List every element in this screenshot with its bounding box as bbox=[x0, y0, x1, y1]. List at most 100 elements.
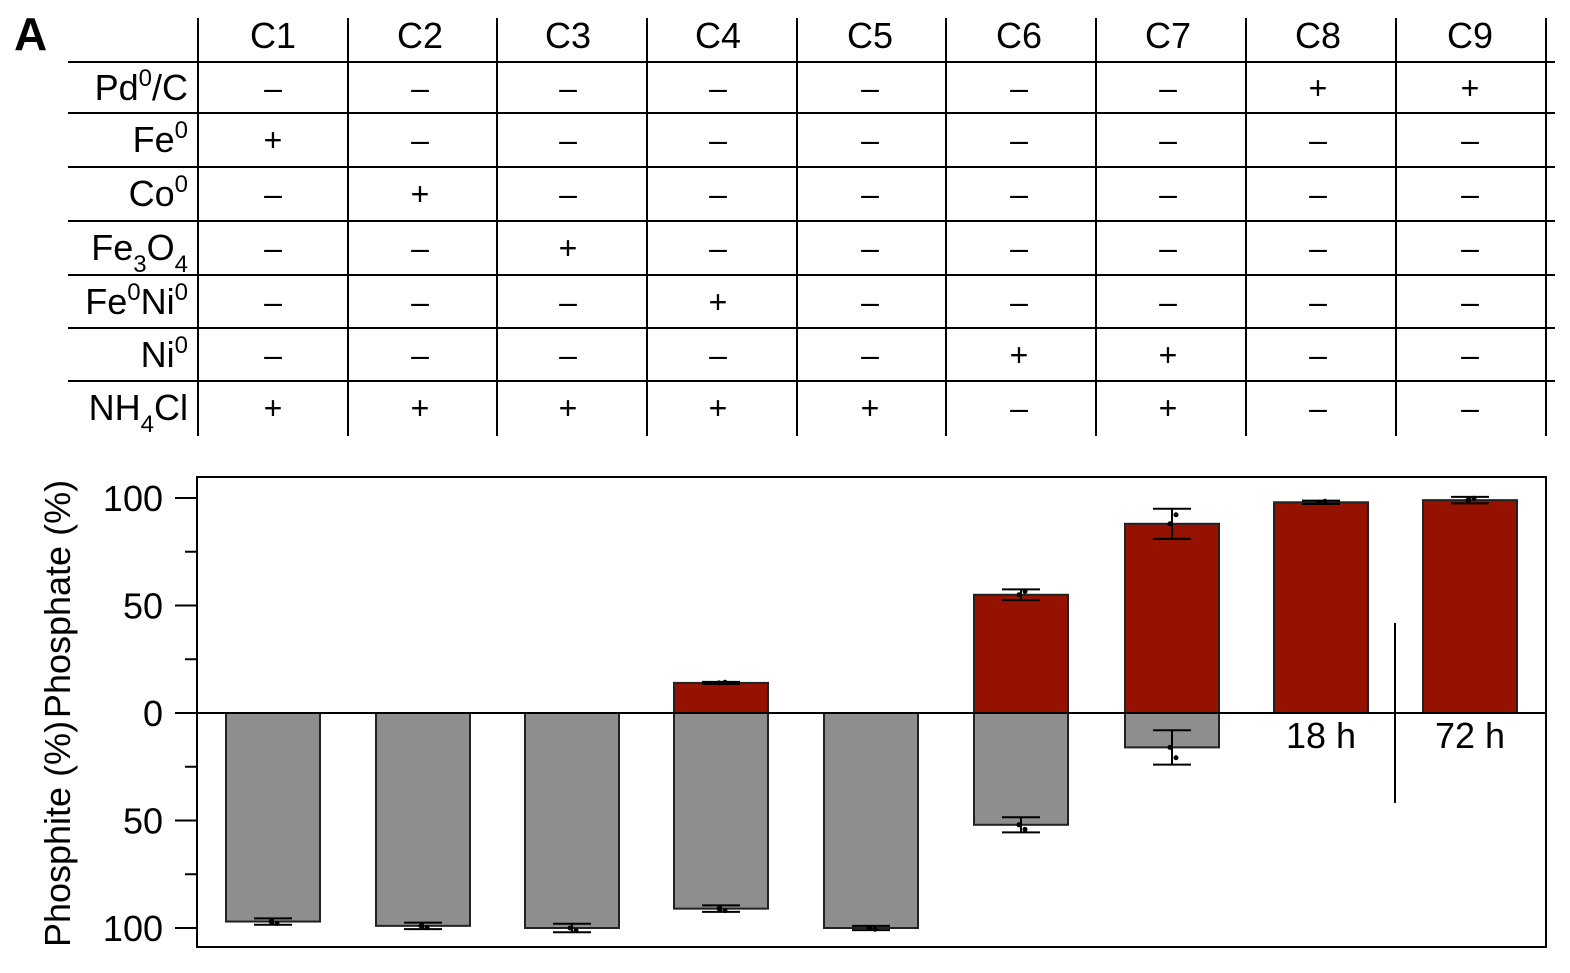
cell-plus: + bbox=[709, 390, 728, 426]
cell-minus: – bbox=[1010, 284, 1028, 320]
cell-plus: + bbox=[559, 390, 578, 426]
cell-minus: – bbox=[1010, 70, 1028, 106]
cell-minus: – bbox=[1159, 176, 1177, 212]
cell-plus: + bbox=[264, 390, 283, 426]
cell-minus: – bbox=[709, 70, 727, 106]
row-label: Co0 bbox=[129, 171, 188, 214]
cell-minus: – bbox=[1461, 390, 1479, 426]
panel-label: A bbox=[14, 8, 47, 60]
cell-minus: – bbox=[1010, 176, 1028, 212]
cell-plus: + bbox=[411, 176, 430, 212]
column-header: C1 bbox=[250, 15, 296, 56]
replicate-point bbox=[1167, 521, 1173, 527]
cell-minus: – bbox=[264, 230, 282, 266]
bar-chart: 100 50 0 50 100 Phosphate (%)Phosphite (%) 18 … bbox=[37, 476, 1547, 949]
row-label: Fe3O4 bbox=[91, 227, 188, 278]
cell-minus: – bbox=[1461, 122, 1479, 158]
cell-minus: – bbox=[1010, 122, 1028, 158]
y-tick-label: 50 bbox=[123, 801, 163, 842]
cell-plus: + bbox=[559, 230, 578, 266]
y-tick-label: 100 bbox=[103, 908, 163, 949]
cell-minus: – bbox=[559, 176, 577, 212]
row-label: Ni0 bbox=[141, 332, 188, 375]
replicate-point bbox=[1471, 495, 1477, 501]
time-annotation: 18 h bbox=[1286, 715, 1356, 756]
cell-minus: – bbox=[1461, 337, 1479, 373]
conditions-table: C1 C2 C3 C4 C5 C6 C7 C8 C9 Pd0/C – – – – – – – + + Fe0 + – – – –… bbox=[68, 15, 1555, 438]
replicate-point bbox=[872, 926, 878, 932]
cell-minus: – bbox=[1159, 70, 1177, 106]
cell-minus: – bbox=[559, 70, 577, 106]
phosphite-bar bbox=[375, 712, 471, 927]
cell-minus: – bbox=[264, 176, 282, 212]
cell-minus: – bbox=[1309, 122, 1327, 158]
replicate-point bbox=[1465, 497, 1471, 503]
cell-minus: – bbox=[264, 284, 282, 320]
cell-minus: – bbox=[411, 284, 429, 320]
cell-minus: – bbox=[1461, 230, 1479, 266]
replicate-point bbox=[1016, 592, 1022, 598]
cell-minus: – bbox=[411, 337, 429, 373]
y-axis-label-bottom: Phosphite (%) bbox=[37, 721, 78, 947]
cell-minus: – bbox=[1159, 122, 1177, 158]
cell-minus: – bbox=[709, 176, 727, 212]
cell-minus: – bbox=[1461, 176, 1479, 212]
phosphate-bar bbox=[1124, 522, 1220, 714]
cell-plus: + bbox=[1159, 390, 1178, 426]
phosphate-bar bbox=[973, 593, 1069, 714]
cell-minus: – bbox=[861, 230, 879, 266]
cell-minus: – bbox=[1309, 337, 1327, 373]
column-header: C6 bbox=[996, 15, 1042, 56]
row-label: Fe0Ni0 bbox=[85, 279, 188, 322]
cell-minus: – bbox=[1309, 284, 1327, 320]
y-tick-label: 100 bbox=[103, 478, 163, 519]
row-label: Fe0 bbox=[133, 117, 188, 160]
replicate-point bbox=[1167, 744, 1173, 750]
replicate-point bbox=[424, 925, 430, 931]
phosphate-bar bbox=[673, 681, 769, 715]
cell-minus: – bbox=[411, 230, 429, 266]
column-header: C5 bbox=[847, 15, 893, 56]
cell-minus: – bbox=[411, 70, 429, 106]
replicate-point bbox=[573, 928, 579, 934]
replicate-point bbox=[1316, 499, 1322, 505]
cell-plus: + bbox=[709, 284, 728, 320]
replicate-point bbox=[1022, 826, 1028, 832]
column-header: C7 bbox=[1145, 15, 1191, 56]
cell-minus: – bbox=[1159, 230, 1177, 266]
cell-minus: – bbox=[559, 337, 577, 373]
replicate-point bbox=[722, 679, 728, 685]
cell-plus: + bbox=[1159, 337, 1178, 373]
cell-minus: – bbox=[861, 122, 879, 158]
column-header: C3 bbox=[545, 15, 591, 56]
replicate-point bbox=[1016, 822, 1022, 828]
time-annotation: 72 h bbox=[1435, 715, 1505, 756]
y-axis-label-top: Phosphate (%) bbox=[37, 480, 78, 718]
cell-minus: – bbox=[1159, 284, 1177, 320]
phosphate-bar bbox=[1273, 501, 1369, 714]
cell-minus: – bbox=[1309, 176, 1327, 212]
cell-minus: – bbox=[861, 284, 879, 320]
cell-minus: – bbox=[1309, 390, 1327, 426]
cell-plus: + bbox=[1309, 70, 1328, 106]
cell-minus: – bbox=[861, 176, 879, 212]
replicate-point bbox=[716, 680, 722, 686]
row-label: NH4Cl bbox=[89, 387, 188, 438]
y-tick-label: 0 bbox=[143, 693, 163, 734]
replicate-point bbox=[567, 925, 573, 931]
cell-minus: – bbox=[1309, 230, 1327, 266]
cell-minus: – bbox=[264, 70, 282, 106]
column-header: C2 bbox=[397, 15, 443, 56]
replicate-point bbox=[716, 906, 722, 912]
cell-minus: – bbox=[709, 337, 727, 373]
cell-minus: – bbox=[861, 70, 879, 106]
cell-plus: + bbox=[1010, 337, 1029, 373]
phosphite-bar bbox=[673, 712, 769, 910]
cell-plus: + bbox=[861, 390, 880, 426]
cell-minus: – bbox=[1461, 284, 1479, 320]
replicate-point bbox=[274, 920, 280, 926]
phosphate-bar bbox=[1422, 499, 1518, 714]
cell-minus: – bbox=[1010, 390, 1028, 426]
cell-minus: – bbox=[264, 337, 282, 373]
